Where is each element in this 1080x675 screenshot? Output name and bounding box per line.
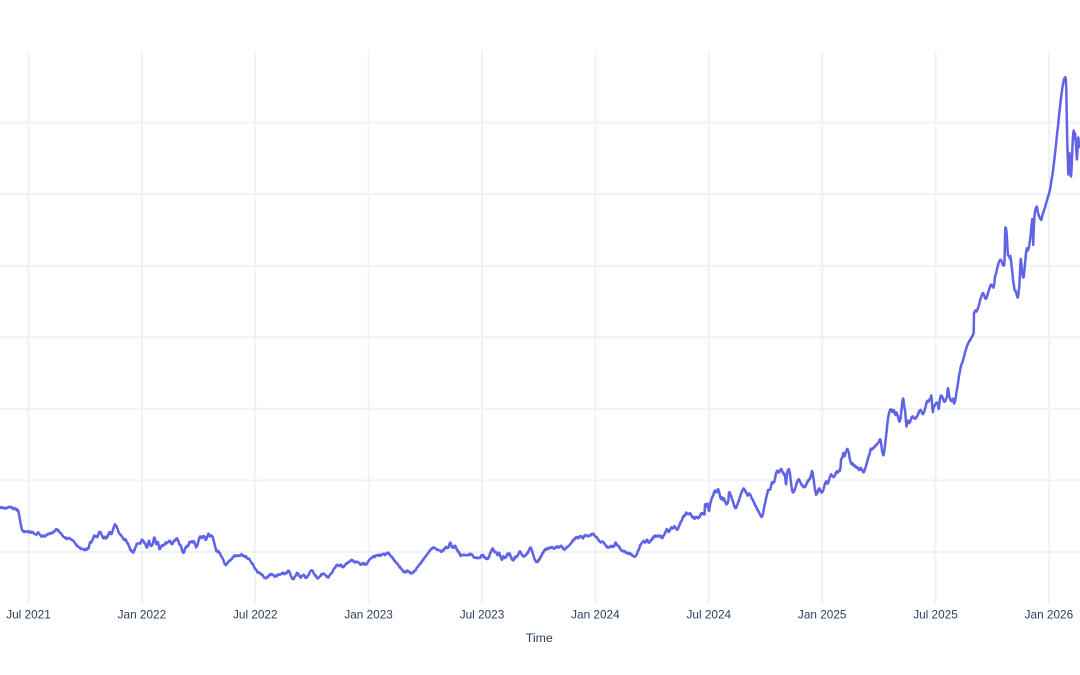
svg-text:Jan 2025: Jan 2025 xyxy=(798,608,847,622)
svg-text:Jan 2024: Jan 2024 xyxy=(571,608,620,622)
svg-text:Jan 2023: Jan 2023 xyxy=(344,608,393,622)
svg-text:Jul 2025: Jul 2025 xyxy=(913,608,958,622)
svg-text:Time: Time xyxy=(526,631,553,645)
svg-text:Jan 2022: Jan 2022 xyxy=(118,608,167,622)
svg-text:Jul 2022: Jul 2022 xyxy=(233,608,278,622)
svg-text:Jul 2024: Jul 2024 xyxy=(686,608,731,622)
svg-text:Jul 2023: Jul 2023 xyxy=(460,608,505,622)
svg-text:Jan 2026: Jan 2026 xyxy=(1025,608,1074,622)
svg-text:Jul 2021: Jul 2021 xyxy=(6,608,51,622)
